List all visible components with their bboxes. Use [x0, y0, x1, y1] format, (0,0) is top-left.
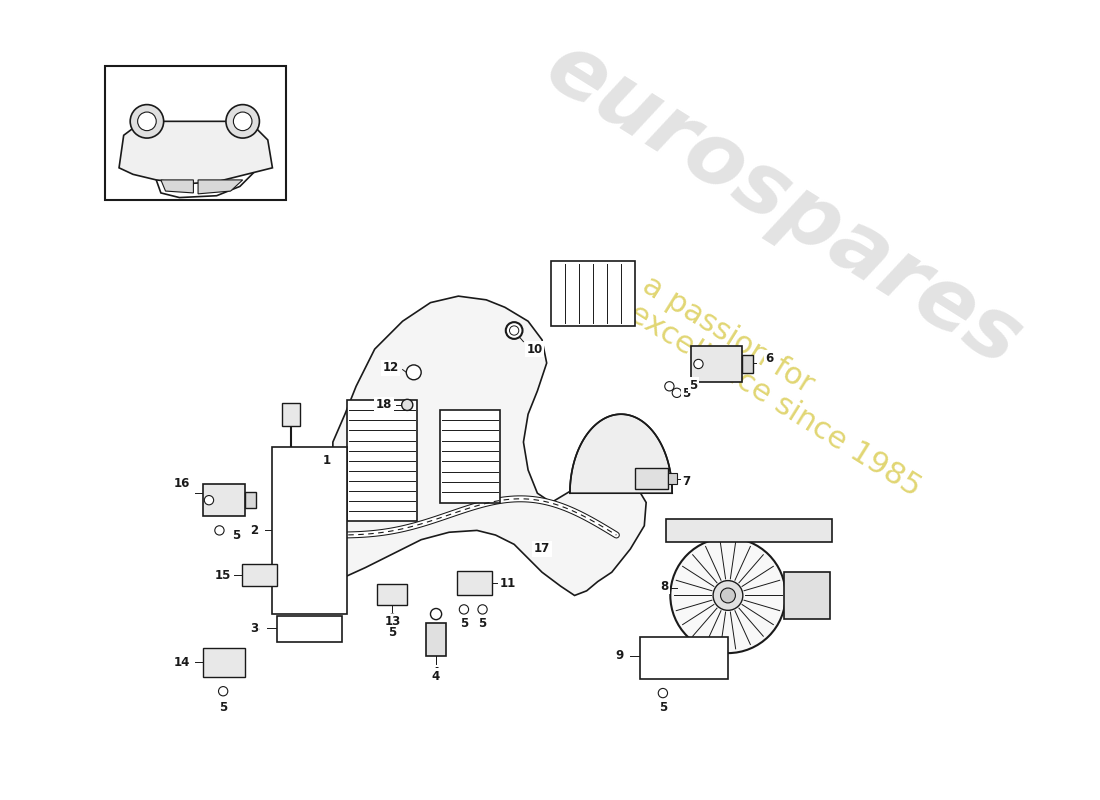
Circle shape — [214, 526, 224, 535]
Text: eurospares: eurospares — [531, 26, 1036, 385]
Text: 5: 5 — [232, 529, 240, 542]
Circle shape — [406, 365, 421, 380]
Polygon shape — [570, 414, 672, 494]
Text: 3: 3 — [250, 622, 257, 634]
Bar — [635, 468, 668, 489]
Text: 11: 11 — [499, 577, 516, 590]
Text: 5: 5 — [388, 626, 396, 639]
Bar — [244, 492, 255, 508]
Text: 12: 12 — [383, 362, 398, 374]
Bar — [456, 571, 492, 595]
Text: 4: 4 — [432, 666, 440, 679]
Text: 9: 9 — [615, 650, 624, 662]
Text: excellence since 1985: excellence since 1985 — [624, 298, 925, 502]
Text: 2: 2 — [250, 524, 257, 537]
Text: 14: 14 — [174, 656, 190, 669]
Bar — [551, 261, 635, 326]
Text: a passion for: a passion for — [637, 271, 818, 399]
Circle shape — [138, 112, 156, 130]
Bar — [277, 616, 342, 642]
Bar — [426, 623, 447, 656]
Circle shape — [720, 588, 736, 603]
Text: 5: 5 — [682, 387, 691, 400]
Text: 17: 17 — [534, 542, 550, 555]
Bar — [202, 484, 244, 517]
Text: 5: 5 — [690, 379, 697, 392]
Text: 5: 5 — [460, 617, 469, 630]
Bar — [273, 446, 346, 614]
Bar — [783, 572, 830, 618]
Bar — [640, 638, 728, 679]
Circle shape — [219, 686, 228, 696]
Circle shape — [713, 581, 743, 610]
Bar — [668, 473, 676, 484]
Text: 10: 10 — [527, 342, 542, 356]
Text: 6: 6 — [766, 352, 774, 365]
Circle shape — [477, 605, 487, 614]
Circle shape — [402, 399, 412, 410]
Circle shape — [387, 614, 397, 623]
Bar — [106, 66, 286, 200]
Bar — [282, 403, 300, 426]
Text: 3: 3 — [252, 622, 260, 634]
Polygon shape — [161, 180, 194, 193]
Bar — [377, 584, 407, 605]
Circle shape — [694, 359, 703, 369]
Circle shape — [130, 105, 164, 138]
Bar — [346, 400, 417, 521]
Text: 8: 8 — [661, 580, 669, 593]
Bar — [242, 564, 277, 586]
Circle shape — [670, 538, 785, 653]
Text: 5: 5 — [659, 701, 667, 714]
Text: 16: 16 — [174, 478, 190, 490]
Circle shape — [509, 326, 519, 335]
Circle shape — [658, 689, 668, 698]
Text: 5: 5 — [478, 617, 486, 630]
Bar — [440, 410, 500, 502]
Circle shape — [226, 105, 260, 138]
Text: 13: 13 — [384, 615, 400, 628]
Text: 7: 7 — [682, 474, 690, 488]
Circle shape — [672, 388, 682, 398]
Circle shape — [233, 112, 252, 130]
Circle shape — [205, 495, 213, 505]
Circle shape — [506, 322, 522, 339]
Bar — [666, 519, 832, 542]
Circle shape — [430, 609, 441, 620]
Text: 1: 1 — [322, 454, 330, 467]
Text: 5: 5 — [219, 701, 228, 714]
Circle shape — [460, 605, 469, 614]
Polygon shape — [198, 180, 243, 194]
Polygon shape — [119, 122, 273, 184]
Text: 4: 4 — [432, 670, 440, 683]
Text: 18: 18 — [376, 398, 393, 411]
Bar — [202, 647, 244, 678]
Text: 15: 15 — [214, 569, 231, 582]
Bar — [691, 346, 741, 382]
Bar — [741, 355, 754, 373]
Polygon shape — [333, 296, 646, 595]
Circle shape — [664, 382, 674, 391]
